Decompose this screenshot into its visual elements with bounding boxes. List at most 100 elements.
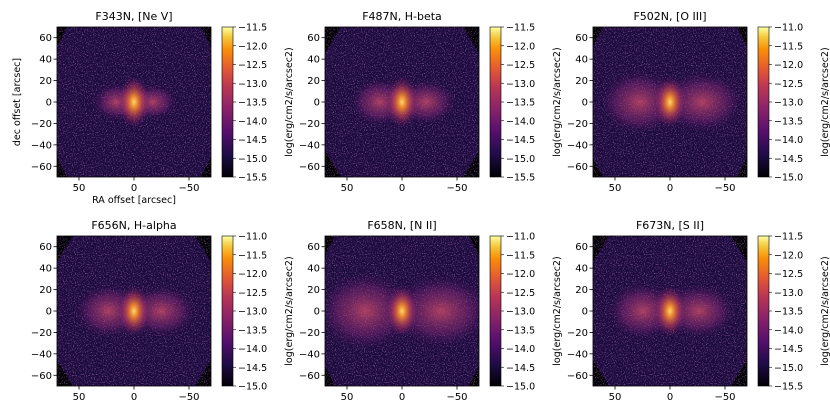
colorbar-tick-label: −13.0: [506, 307, 535, 318]
nebula-image: [593, 27, 747, 177]
y-tick-label: −60: [567, 162, 588, 173]
y-tick-label: −40: [567, 349, 588, 360]
colorbar-label: log(erg/cm2/s/arcsec2): [552, 47, 563, 156]
colorbar-tick-label: −13.0: [238, 79, 267, 90]
y-tick-label: 60: [307, 242, 320, 253]
colorbar-tick-label: −11.5: [774, 41, 803, 52]
y-tick-label: 0: [46, 98, 52, 109]
colorbar-tick-label: −13.5: [774, 307, 803, 318]
colorbar-tick-label: −12.0: [774, 60, 803, 71]
y-tick-label: −60: [31, 371, 52, 382]
x-tick-label: 0: [131, 392, 137, 403]
y-tick-label: 40: [307, 264, 320, 275]
y-tick-label: 40: [307, 55, 320, 66]
y-tick-label: −40: [31, 140, 52, 151]
colorbar-tick-label: −14.0: [238, 116, 267, 127]
x-tick-label: 0: [131, 183, 137, 194]
colorbar-tick-label: −12.0: [506, 41, 535, 52]
colorbar-tick-label: −13.5: [506, 325, 535, 336]
colorbar-tick-label: −12.0: [774, 250, 803, 261]
y-tick-label: −60: [299, 371, 320, 382]
y-tick-label: 40: [39, 264, 52, 275]
x-tick-label: 50: [609, 183, 622, 194]
colorbar-tick-label: −13.5: [506, 98, 535, 109]
y-tick-label: −20: [567, 119, 588, 130]
colorbar-tick-label: −14.5: [506, 135, 535, 146]
panel-title: F502N, [O III]: [633, 10, 706, 23]
y-tick-label: −20: [567, 328, 588, 339]
y-tick-label: −40: [567, 140, 588, 151]
colorbar-tick-label: −14.0: [506, 344, 535, 355]
colorbar-tick-label: −13.0: [774, 288, 803, 299]
colorbar-label: log(erg/cm2/s/arcsec2): [284, 256, 295, 365]
y-tick-label: 20: [575, 285, 588, 296]
colorbar: [221, 26, 234, 178]
panel-title: F343N, [Ne V]: [95, 10, 172, 23]
x-axis-label: RA offset [arcsec]: [92, 195, 176, 206]
y-tick-label: 60: [575, 242, 588, 253]
x-tick-label: 0: [399, 183, 405, 194]
nebula-image: [325, 236, 479, 386]
colorbar-tick-label: −15.5: [238, 173, 267, 184]
colorbar-tick-label: −15.0: [774, 173, 803, 184]
panel-5: F658N, [N II] 50 0 −50 60 40 20 0 −20 −40 −60 −11.0…: [299, 219, 563, 403]
y-tick-label: 20: [575, 76, 588, 87]
colorbar-tick-label: −12.0: [506, 269, 535, 280]
y-tick-label: −20: [31, 328, 52, 339]
colorbar-tick-label: −12.5: [506, 288, 535, 299]
y-tick-label: 60: [575, 33, 588, 44]
x-tick-label: 0: [667, 392, 673, 403]
x-tick-label: 50: [609, 392, 622, 403]
panel-1: F343N, [Ne V] 50 0 −50 60 40 20 0 −20 −40 −60 −11.5…: [12, 10, 295, 206]
colorbar-tick-label: −15.0: [506, 382, 535, 393]
colorbar-tick-label: −12.0: [238, 41, 267, 52]
x-tick-label: 0: [667, 183, 673, 194]
y-tick-label: 20: [39, 285, 52, 296]
colorbar-label: log(erg/cm2/s/arcsec2): [820, 47, 830, 156]
nebula-image: [593, 236, 747, 386]
colorbar-tick-label: −14.5: [774, 154, 803, 165]
colorbar-tick-label: −14.5: [506, 363, 535, 374]
colorbar-label: log(erg/cm2/s/arcsec2): [552, 256, 563, 365]
colorbar-tick-label: −11.0: [238, 232, 267, 243]
y-tick-label: 40: [575, 264, 588, 275]
y-tick-label: −40: [299, 140, 320, 151]
panel-title: F656N, H-alpha: [91, 219, 176, 232]
y-tick-label: −40: [31, 349, 52, 360]
colorbar-tick-label: −14.0: [238, 344, 267, 355]
colorbar-tick-label: −15.0: [506, 154, 535, 165]
colorbar-tick-label: −14.5: [238, 135, 267, 146]
colorbar: [489, 26, 502, 178]
y-tick-label: 0: [582, 307, 588, 318]
y-tick-label: −20: [299, 119, 320, 130]
y-tick-label: 0: [582, 98, 588, 109]
colorbar-tick-label: −15.5: [774, 382, 803, 393]
colorbar-tick-label: −14.0: [774, 135, 803, 146]
colorbar: [757, 26, 770, 178]
y-tick-label: −60: [299, 162, 320, 173]
nebula-image: [57, 27, 211, 177]
colorbar-tick-label: −13.5: [238, 325, 267, 336]
colorbar: [221, 235, 234, 387]
y-tick-label: −20: [31, 119, 52, 130]
panel-6: F673N, [S II] 50 0 −50 60 40 20 0 −20 −40 −60 −11.5…: [567, 219, 830, 403]
y-tick-label: 60: [39, 242, 52, 253]
colorbar-tick-label: −13.5: [238, 98, 267, 109]
colorbar-tick-label: −14.0: [774, 325, 803, 336]
x-tick-label: 50: [341, 183, 354, 194]
colorbar-tick-label: −12.5: [506, 60, 535, 71]
colorbar-tick-label: −13.0: [506, 79, 535, 90]
y-tick-label: −20: [299, 328, 320, 339]
colorbar-tick-label: −14.5: [774, 344, 803, 355]
panel-title: F673N, [S II]: [636, 219, 704, 232]
colorbar-tick-label: −12.5: [774, 269, 803, 280]
y-tick-label: 20: [307, 285, 320, 296]
y-axis-label: dec offset [arcsec]: [12, 58, 23, 146]
y-tick-label: 20: [39, 76, 52, 87]
panel-4: F656N, H-alpha 50 0 −50 60 40 20 0 −20 −40 −60 −11.…: [31, 219, 295, 403]
y-tick-label: 20: [307, 76, 320, 87]
colorbar-tick-label: −13.0: [238, 307, 267, 318]
panel-2: F487N, H-beta 50 0 −50 60 40 20 0 −20 −40 −60 −11.5…: [299, 10, 563, 194]
colorbar: [489, 235, 502, 387]
